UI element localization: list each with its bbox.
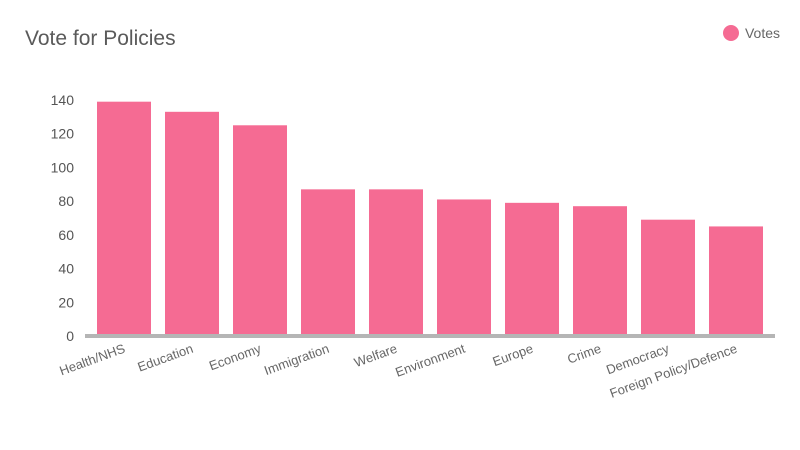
y-tick-label: 140 (51, 92, 75, 108)
chart-title: Vote for Policies (25, 27, 176, 50)
y-tick-label: 100 (51, 159, 75, 175)
y-tick-label: 0 (66, 328, 74, 344)
y-tick-label: 40 (58, 261, 74, 277)
y-tick-label: 20 (58, 294, 74, 310)
y-tick-label: 120 (51, 126, 75, 142)
bar[interactable] (505, 202, 559, 336)
y-axis-ticks: 0 20 40 60 80 100 120 140 (51, 92, 75, 344)
bar[interactable] (233, 125, 287, 337)
bars (97, 101, 763, 337)
bar[interactable] (573, 206, 627, 336)
x-tick-label: Immigration (262, 341, 331, 378)
bar[interactable] (709, 226, 763, 336)
x-tick-label: Crime (565, 341, 603, 367)
bar[interactable] (437, 199, 491, 336)
bar[interactable] (165, 111, 219, 336)
bar[interactable] (369, 189, 423, 336)
x-tick-label: Health/NHS (57, 341, 127, 379)
legend[interactable]: Votes (722, 25, 780, 41)
x-tick-label: Economy (207, 341, 264, 374)
x-axis-labels: Health/NHS Education Economy Immigration Wel… (57, 341, 739, 401)
legend-swatch-icon (722, 25, 739, 41)
x-tick-label: Europe (491, 341, 536, 369)
y-tick-label: 60 (58, 227, 74, 243)
x-tick-label: Environment (393, 341, 467, 380)
x-tick-label: Education (136, 341, 195, 375)
y-tick-label: 80 (58, 193, 74, 209)
bar[interactable] (641, 219, 695, 336)
legend-label: Votes (744, 25, 780, 41)
bar[interactable] (301, 189, 355, 336)
x-tick-label: Foreign Policy/Defence (608, 341, 739, 401)
bar[interactable] (97, 101, 151, 336)
x-tick-label: Welfare (352, 341, 399, 370)
